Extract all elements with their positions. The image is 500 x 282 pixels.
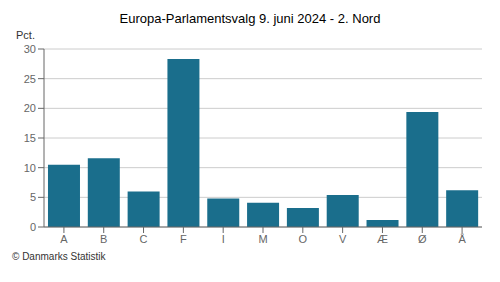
svg-text:Æ: Æ (377, 233, 388, 245)
svg-text:I: I (222, 233, 225, 245)
html-text:© Danmarks Statistik: © Danmarks Statistik (12, 251, 106, 262)
svg-text:C: C (140, 233, 148, 245)
svg-text:15: 15 (24, 132, 36, 144)
svg-text:30: 30 (24, 43, 36, 55)
svg-text:20: 20 (24, 102, 36, 114)
svg-text:F: F (180, 233, 187, 245)
svg-text:A: A (60, 233, 68, 245)
html-text:Europa-Parlamentsvalg 9. juni: Europa-Parlamentsvalg 9. juni 2024 - 2. … (119, 11, 381, 26)
svg-text:25: 25 (24, 73, 36, 85)
svg-text:0: 0 (30, 221, 36, 233)
svg-text:O: O (299, 233, 308, 245)
svg-text:10: 10 (24, 162, 36, 174)
svg-text:5: 5 (30, 191, 36, 203)
svg-text:B: B (100, 233, 107, 245)
svg-text:Ø: Ø (418, 233, 427, 245)
svg-text:Å: Å (458, 233, 466, 245)
svg-text:M: M (258, 233, 267, 245)
html-text:Pct.: Pct. (16, 29, 35, 41)
svg-text:V: V (339, 233, 347, 245)
